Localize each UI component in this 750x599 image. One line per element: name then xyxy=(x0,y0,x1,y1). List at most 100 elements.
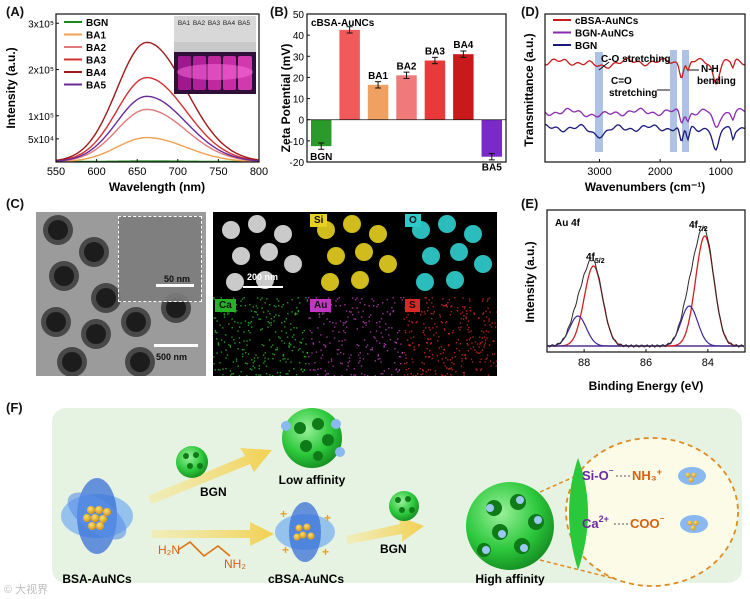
eds-speck xyxy=(288,342,291,344)
bar-label-bgn: BGN xyxy=(310,152,332,163)
eds-scalebar xyxy=(243,286,283,288)
eds-speck xyxy=(266,298,268,300)
eds-speck xyxy=(284,321,286,323)
eds-speck xyxy=(270,324,272,326)
eds-speck xyxy=(376,322,378,324)
mini-aunc-2 xyxy=(680,515,708,533)
eds-speck xyxy=(225,334,227,336)
eds-speck xyxy=(429,350,431,352)
eds-speck xyxy=(415,322,417,324)
eds-speck xyxy=(448,299,451,301)
eds-speck xyxy=(327,373,330,375)
eds-speck xyxy=(306,299,308,301)
eds-speck xyxy=(479,342,482,344)
eds-speck xyxy=(368,316,370,318)
eds-speck xyxy=(405,332,407,334)
eds-speck xyxy=(282,354,285,356)
eds-speck xyxy=(465,318,468,320)
eds-speck xyxy=(373,336,375,338)
eds-speck xyxy=(267,358,269,360)
eds-speck xyxy=(423,363,425,365)
b-ytick--10: -10 xyxy=(290,137,305,148)
bar-label-ba4: BA4 xyxy=(453,40,473,51)
eds-speck xyxy=(484,361,486,363)
eds-speck xyxy=(261,344,263,346)
eds-speck xyxy=(460,318,463,320)
chart-a-ylabel: Intensity (a.u.) xyxy=(4,47,18,128)
eds-speck xyxy=(469,337,472,339)
eds-speck xyxy=(461,354,464,356)
eds-speck xyxy=(294,312,297,314)
eds-speck xyxy=(418,345,420,347)
eds-speck xyxy=(239,342,241,344)
eds-speck xyxy=(466,324,469,326)
eds-speck xyxy=(409,344,411,346)
eds-speck xyxy=(269,374,271,376)
eds-speck xyxy=(246,344,248,346)
tem-particle-core xyxy=(84,242,104,262)
eds-speck xyxy=(244,305,247,307)
eds-speck xyxy=(490,365,492,367)
bar-6 xyxy=(481,119,503,157)
eds-speck xyxy=(467,329,469,331)
b-ytick-0: 0 xyxy=(298,116,304,127)
eds-speck xyxy=(394,362,396,364)
eds-speck xyxy=(268,322,271,324)
eds-speck xyxy=(213,298,215,300)
eds-speck xyxy=(273,320,275,322)
eds-speck xyxy=(379,326,381,328)
eds-particle xyxy=(369,225,387,243)
cbsa-aunc-cluster xyxy=(275,502,335,562)
eds-speck xyxy=(495,360,497,362)
eds-speck xyxy=(447,359,449,361)
eds-speck xyxy=(355,299,357,301)
eds-speck xyxy=(317,368,319,370)
eds-speck xyxy=(436,355,438,357)
vial-photo-inset xyxy=(174,16,256,94)
eds-speck xyxy=(296,327,298,329)
eds-speck xyxy=(251,369,253,371)
eds-speck xyxy=(275,306,277,308)
eds-speck xyxy=(231,318,233,320)
eds-speck xyxy=(490,326,493,328)
eds-speck xyxy=(264,357,266,359)
eds-speck xyxy=(443,328,445,330)
eds-speck xyxy=(284,358,286,360)
eds-speck xyxy=(246,363,248,365)
eds-particle xyxy=(474,255,492,273)
eds-speck xyxy=(485,316,488,318)
eds-speck xyxy=(261,297,263,299)
ann-nh-line2: bending xyxy=(697,76,736,87)
eds-speck xyxy=(460,326,462,328)
eds-speck xyxy=(255,305,257,307)
eds-speck xyxy=(428,327,430,329)
eds-speck xyxy=(271,344,274,346)
eds-speck xyxy=(364,304,366,306)
map-label-si: Si xyxy=(310,214,328,227)
ann-nh-line1: N-H xyxy=(701,64,719,75)
eds-speck xyxy=(377,355,379,357)
eds-speck xyxy=(427,307,429,309)
eds-speck xyxy=(217,343,220,345)
eds-speck xyxy=(444,365,446,367)
eds-speck xyxy=(471,342,473,344)
eds-speck xyxy=(441,358,443,360)
eds-speck xyxy=(386,311,388,313)
eds-speck xyxy=(395,368,398,370)
eds-speck xyxy=(466,313,468,315)
eds-speck xyxy=(236,310,238,312)
eds-speck xyxy=(469,310,472,312)
eds-speck xyxy=(330,358,333,360)
eds-speck xyxy=(403,374,406,376)
eds-speck xyxy=(243,340,245,342)
eds-speck xyxy=(484,324,486,326)
eds-speck xyxy=(494,322,496,324)
eds-speck xyxy=(368,320,370,322)
eds-speck xyxy=(303,356,306,358)
eds-speck xyxy=(462,297,464,299)
panel-label-b: (B) xyxy=(270,4,289,19)
eds-speck xyxy=(481,300,484,302)
eds-speck xyxy=(352,314,354,316)
eds-speck xyxy=(372,300,375,302)
eds-speck xyxy=(450,311,453,313)
